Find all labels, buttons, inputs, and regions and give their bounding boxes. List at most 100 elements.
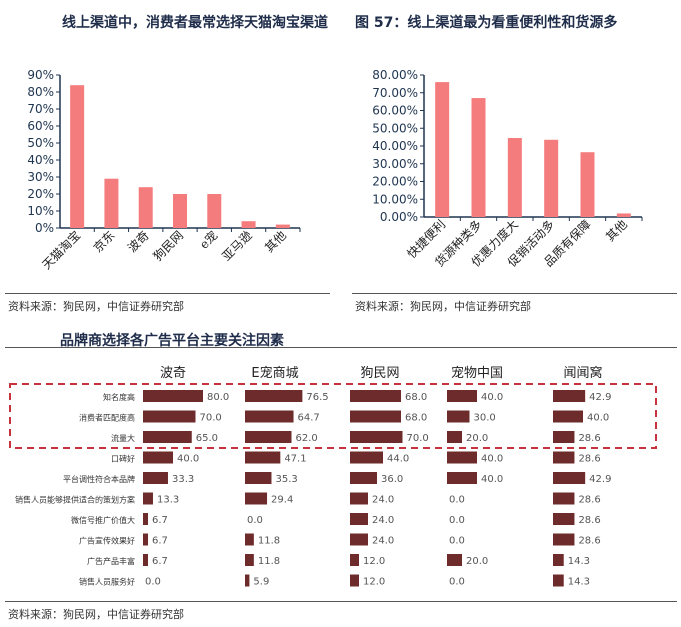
bar <box>207 194 222 228</box>
y-tick-label: 20% <box>27 187 54 201</box>
bar-value: 29.4 <box>271 495 293 506</box>
table-bar <box>553 451 575 464</box>
table-bar <box>143 451 173 464</box>
bar-value: 5.9 <box>253 577 269 588</box>
bar-value: 35.3 <box>275 474 297 485</box>
bar-value: 64.7 <box>298 413 320 424</box>
table-bar <box>350 410 401 423</box>
table-bar <box>143 533 149 546</box>
bar-value: 40.0 <box>177 454 199 465</box>
table-bar <box>553 554 564 566</box>
bar-value: 40.0 <box>481 474 503 485</box>
bar-value: 30.0 <box>474 413 496 424</box>
bar-value: 6.7 <box>152 556 168 567</box>
column-header: 宠物中国 <box>451 365 503 381</box>
chart1-title: 线上渠道中，消费者最常选择天猫淘宝渠道 <box>62 15 328 31</box>
chart2-title: 图 57：线上渠道最为看重便利性和货源多 <box>355 15 618 31</box>
table-bar <box>350 574 359 587</box>
bar-value: 0.0 <box>449 577 465 588</box>
bar-value: 33.3 <box>172 474 194 485</box>
table-bar <box>350 472 377 484</box>
row-label: 平台调性符合本品牌 <box>63 474 135 484</box>
y-tick-label: 60% <box>27 119 54 133</box>
table-bar <box>553 472 586 484</box>
row-label: 销售人员服务好 <box>79 577 135 587</box>
table-bar <box>447 451 477 464</box>
bar <box>70 85 85 228</box>
y-tick-label: 0.00% <box>380 210 418 224</box>
y-tick-label: 70% <box>27 102 54 116</box>
bar-value: 28.6 <box>578 515 600 526</box>
bar-value: 0.0 <box>449 536 465 547</box>
bar-value: 68.0 <box>405 413 427 424</box>
table-bar <box>447 390 477 402</box>
row-label: 知名度高 <box>103 392 135 402</box>
x-tick-label: 京东 <box>91 228 118 255</box>
y-tick-label: 60.00% <box>372 104 418 118</box>
table-bar <box>245 533 254 546</box>
table-bar <box>245 431 292 443</box>
table-bar <box>350 431 403 443</box>
row-label: 口碑好 <box>111 454 135 464</box>
table-bar <box>350 533 368 546</box>
table-bar <box>143 472 168 484</box>
bar-value: 24.0 <box>372 536 394 547</box>
table-bar <box>447 431 462 443</box>
table-bar <box>350 554 359 566</box>
table-bar <box>350 451 383 464</box>
bar-value: 28.6 <box>578 536 600 547</box>
y-tick-label: 30.00% <box>372 157 418 171</box>
divider <box>5 347 677 348</box>
bar-value: 0.0 <box>145 577 161 588</box>
bar <box>104 178 119 228</box>
y-tick-label: 80.00% <box>372 68 418 82</box>
y-tick-label: 40% <box>27 153 54 167</box>
y-tick-label: 40.00% <box>372 139 418 153</box>
bar-value: 24.0 <box>372 515 394 526</box>
bar-value: 28.6 <box>578 454 600 465</box>
bar-value: 28.6 <box>578 495 600 506</box>
bar-value: 76.5 <box>306 392 328 403</box>
table-bar <box>350 513 368 525</box>
table-bar <box>143 513 149 525</box>
bar-value: 62.0 <box>296 433 318 444</box>
divider <box>5 293 330 294</box>
column-header: 狗民网 <box>360 366 399 381</box>
y-tick-label: 10.00% <box>372 192 418 206</box>
table-bar <box>447 554 462 566</box>
x-tick-label: 狗民网 <box>151 228 186 263</box>
bar-value: 42.9 <box>589 474 611 485</box>
table-bar <box>553 492 575 505</box>
row-label: 消费者匹配度高 <box>79 413 135 423</box>
y-tick-label: 50% <box>27 136 54 150</box>
bar-value: 13.3 <box>157 495 179 506</box>
table-bar <box>553 513 575 525</box>
table-bar <box>553 390 586 402</box>
bar <box>544 139 559 217</box>
bar-value: 14.3 <box>568 556 590 567</box>
column-header: 波奇 <box>160 365 186 381</box>
column-header: 闻闻窝 <box>563 365 602 381</box>
bar-value: 47.1 <box>284 454 306 465</box>
y-tick-label: 50.00% <box>372 121 418 135</box>
bar <box>173 194 187 228</box>
divider <box>5 601 677 602</box>
bar <box>275 224 290 228</box>
row-label: 广告产品丰富 <box>87 556 135 566</box>
bar <box>580 152 595 217</box>
chart2-source: 资料来源：狗民网，中信证券研究部 <box>355 300 531 313</box>
row-label: 流量大 <box>111 433 135 443</box>
bar-value: 0.0 <box>449 515 465 526</box>
table-bar <box>553 574 564 587</box>
y-tick-label: 90% <box>27 68 54 82</box>
bar-value: 0.0 <box>449 495 465 506</box>
y-tick-label: 20.00% <box>372 175 418 189</box>
y-tick-label: 80% <box>27 85 54 99</box>
y-tick-label: 0% <box>35 221 54 235</box>
bar <box>507 138 522 217</box>
table-bar <box>143 492 153 505</box>
row-label: 广告宣传效果好 <box>79 536 135 546</box>
bar-value: 14.3 <box>568 577 590 588</box>
bar <box>471 98 486 217</box>
x-tick-label: 亚马逊 <box>219 228 254 263</box>
